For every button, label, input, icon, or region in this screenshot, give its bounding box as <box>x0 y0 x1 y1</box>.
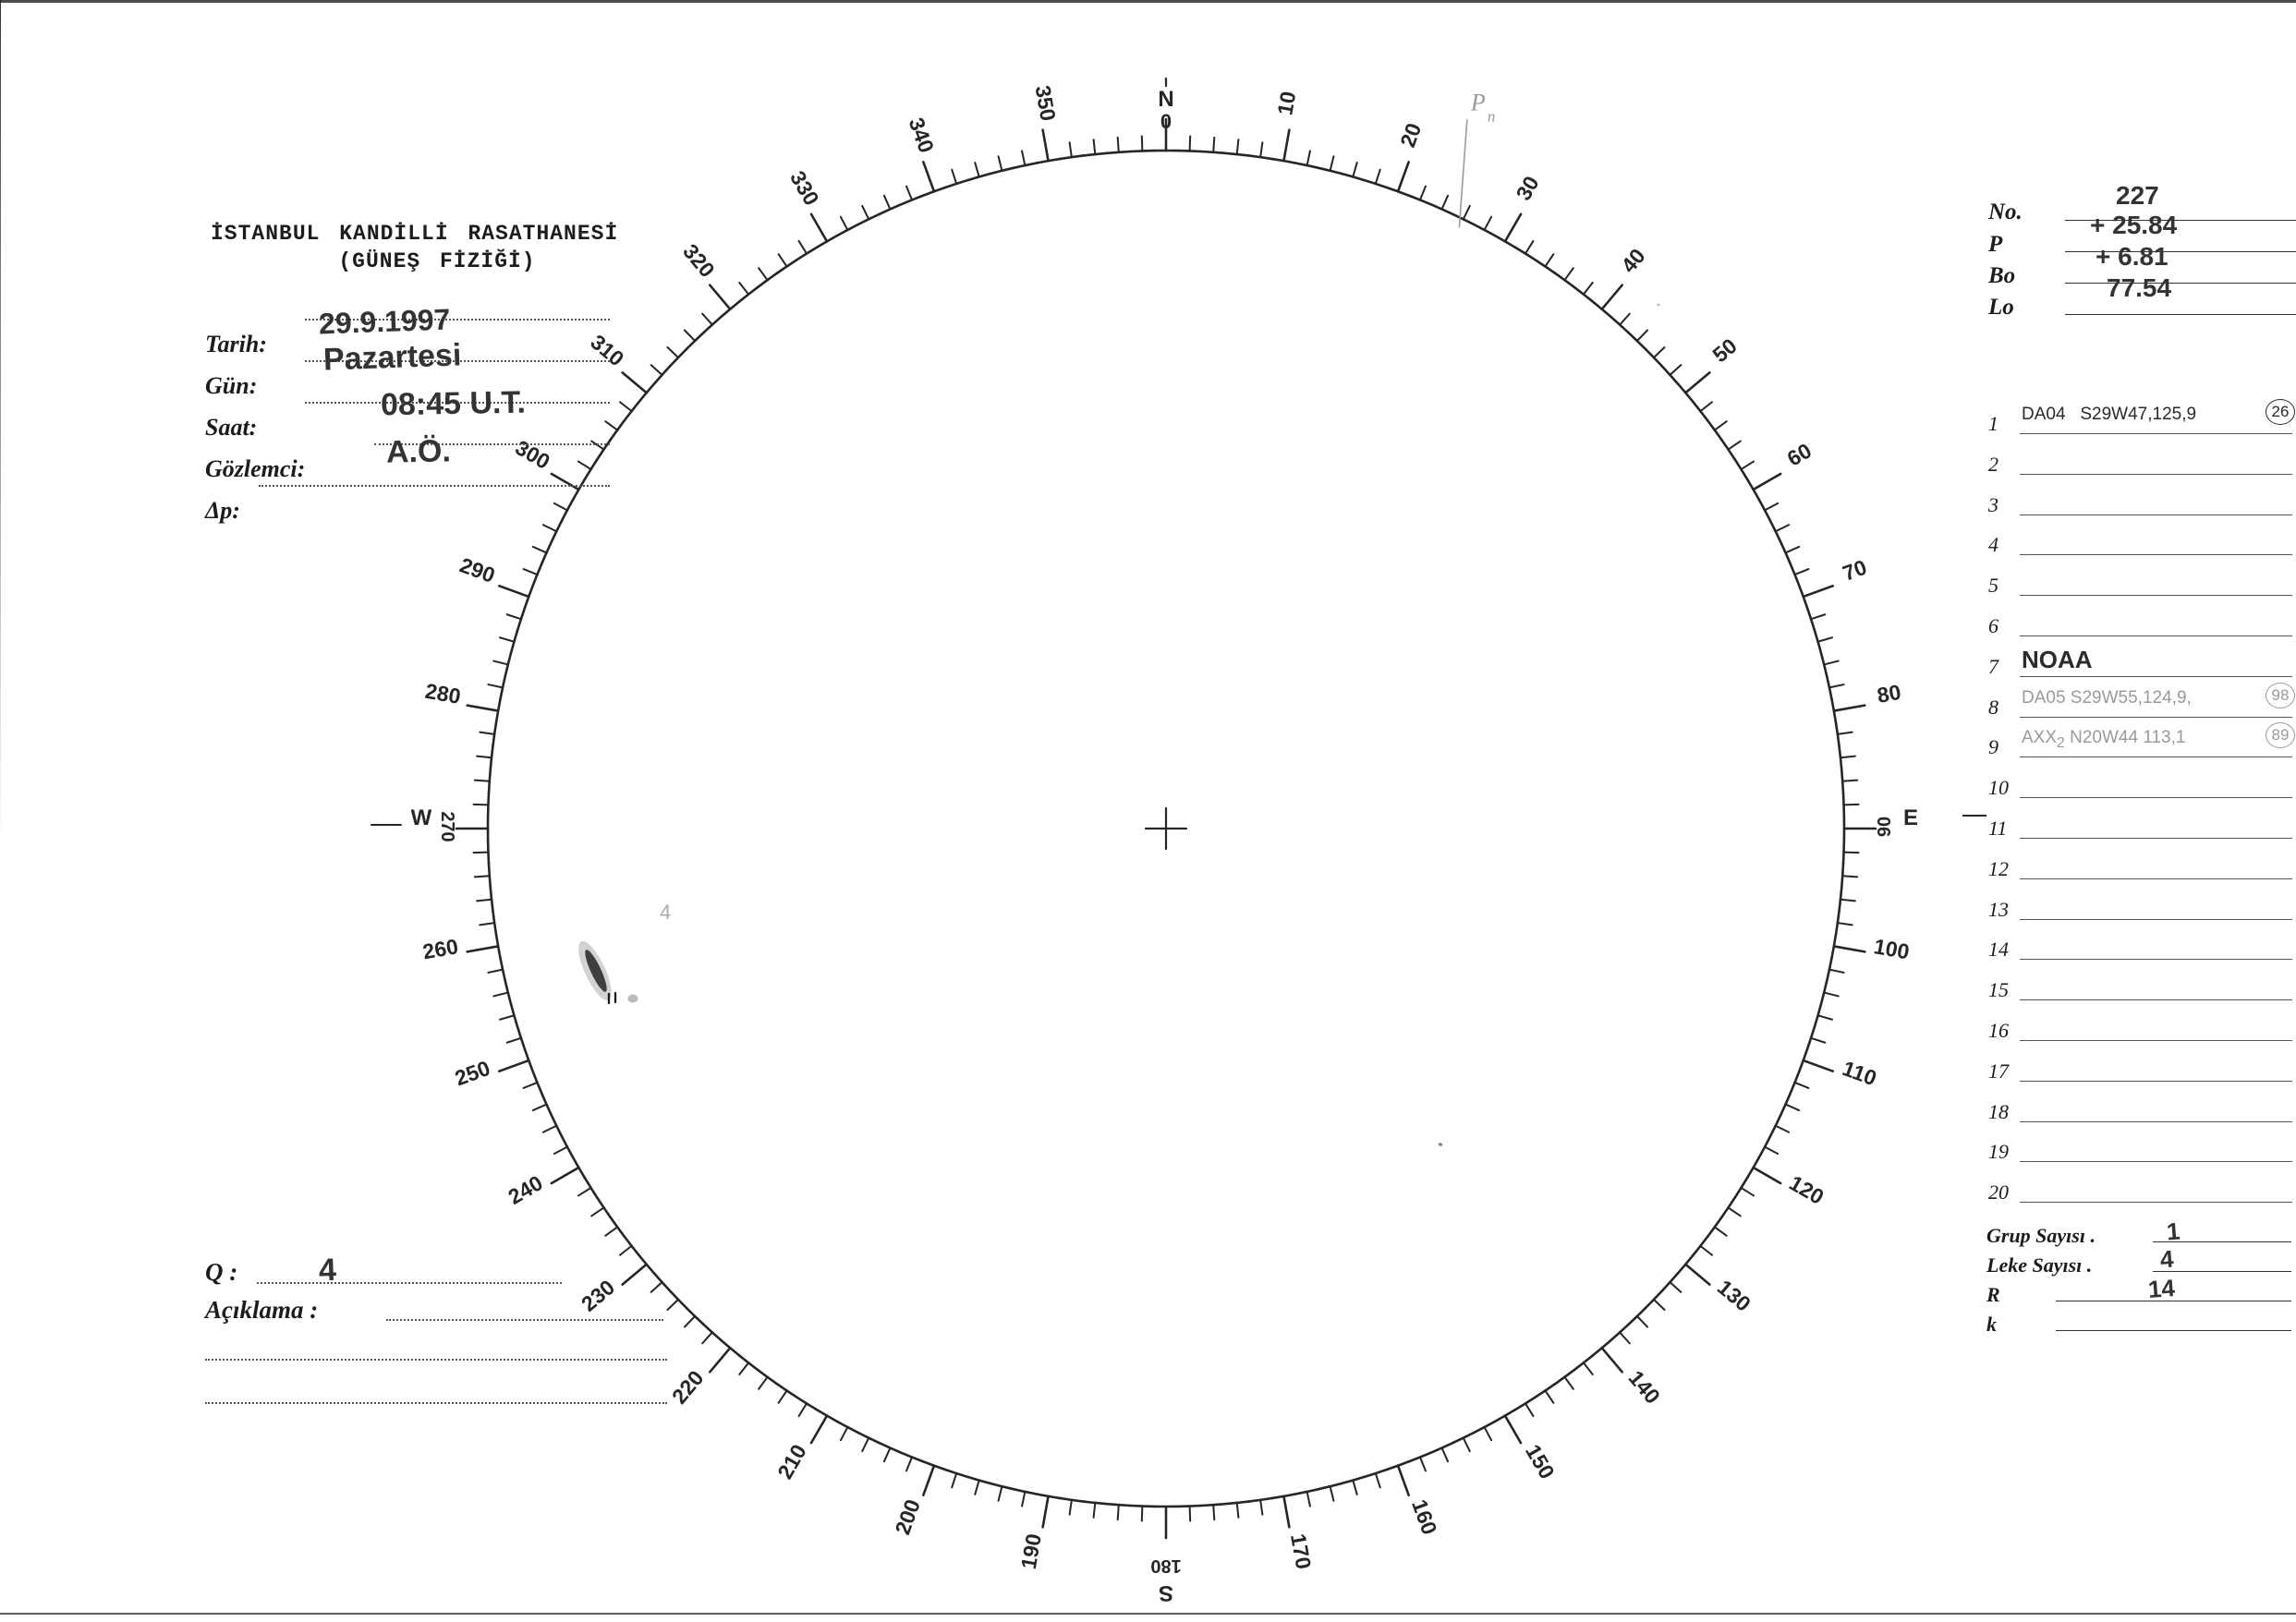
svg-text:260: 260 <box>421 934 460 963</box>
svg-text:320: 320 <box>678 239 720 282</box>
svg-text:20: 20 <box>1395 120 1426 151</box>
svg-text:330: 330 <box>785 167 824 210</box>
svg-text:130: 130 <box>1713 1275 1755 1316</box>
svg-text:220: 220 <box>667 1366 709 1409</box>
svg-text:70: 70 <box>1840 555 1870 586</box>
svg-text:250: 250 <box>452 1056 493 1091</box>
svg-text:240: 240 <box>504 1170 547 1209</box>
svg-text:60: 60 <box>1783 438 1816 470</box>
svg-text:4: 4 <box>660 901 671 924</box>
svg-text:150: 150 <box>1521 1440 1560 1483</box>
svg-text:290: 290 <box>456 552 498 587</box>
svg-text:110: 110 <box>1840 1056 1880 1090</box>
svg-text:210: 210 <box>772 1440 811 1483</box>
svg-text:280: 280 <box>423 679 462 708</box>
svg-text:90: 90 <box>1875 817 1895 837</box>
svg-text:N: N <box>1158 87 1173 112</box>
svg-text:170: 170 <box>1286 1531 1316 1570</box>
svg-text:300: 300 <box>512 435 554 474</box>
svg-text:270: 270 <box>437 811 457 841</box>
svg-text:0: 0 <box>1160 110 1172 133</box>
svg-text:30: 30 <box>1511 172 1543 204</box>
svg-text:S: S <box>1159 1580 1173 1605</box>
svg-text:310: 310 <box>586 330 628 371</box>
svg-text:120: 120 <box>1785 1170 1828 1209</box>
svg-text:10: 10 <box>1272 90 1300 117</box>
svg-text:50: 50 <box>1707 333 1741 367</box>
svg-text:140: 140 <box>1623 1366 1665 1409</box>
svg-text:340: 340 <box>904 115 939 156</box>
svg-text:40: 40 <box>1616 244 1649 277</box>
svg-text:190: 190 <box>1016 1531 1046 1570</box>
svg-text:E: E <box>1903 805 1918 830</box>
svg-text:80: 80 <box>1876 680 1903 708</box>
svg-text:180: 180 <box>1150 1555 1181 1576</box>
svg-text:350: 350 <box>1031 84 1061 123</box>
svg-text:230: 230 <box>577 1275 619 1316</box>
svg-text:P: P <box>1470 89 1486 115</box>
svg-text:200: 200 <box>890 1496 925 1538</box>
svg-text:160: 160 <box>1407 1496 1442 1538</box>
svg-text:100: 100 <box>1872 934 1911 963</box>
svg-text:W: W <box>411 805 432 830</box>
svg-text:n: n <box>1488 107 1496 125</box>
